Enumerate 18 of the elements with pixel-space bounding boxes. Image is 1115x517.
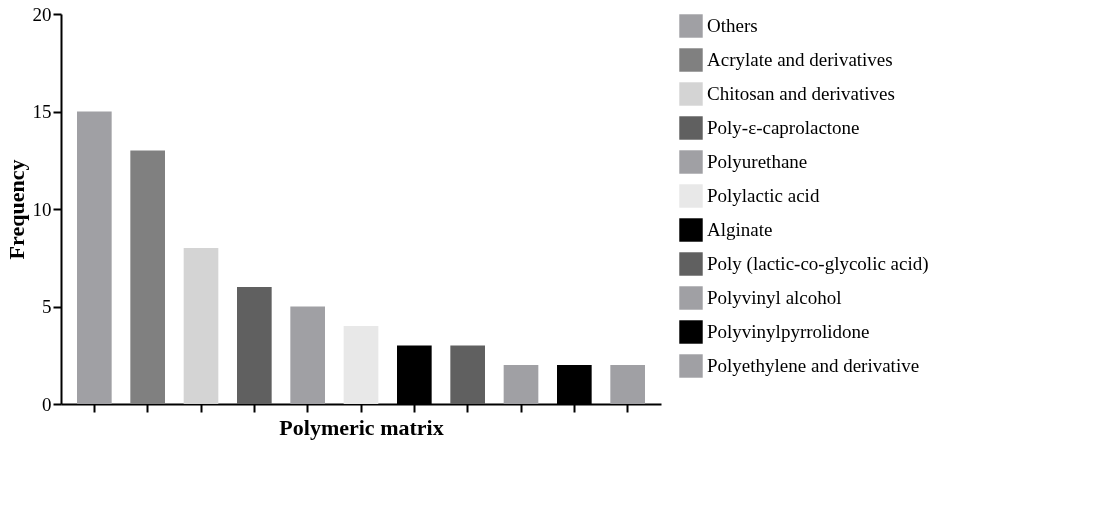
legend-label: Acrylate and derivatives [707, 49, 893, 70]
y-tick-label: 10 [32, 198, 52, 220]
legend-label: Polyvinyl alcohol [707, 287, 842, 308]
x-axis-title: Polymeric matrix [279, 414, 444, 440]
y-tick-label: 20 [32, 3, 52, 25]
legend-label: Polylactic acid [707, 185, 820, 206]
legend-label: Poly-ε-caprolactone [707, 117, 860, 138]
legend-label: Others [707, 15, 758, 36]
y-axis-title: Frequency [3, 159, 29, 260]
legend-label: Alginate [707, 219, 773, 240]
legend-label: Poly (lactic-co-glycolic acid) [707, 253, 929, 275]
legend-label: Chitosan and derivatives [707, 83, 895, 104]
y-tick-label: 0 [42, 393, 52, 415]
legend-label: Polyethylene and derivative [707, 355, 920, 376]
y-tick-label: 5 [42, 296, 52, 317]
y-tick-label: 15 [32, 101, 52, 122]
legend-label: Polyvinylpyrrolidone [707, 321, 870, 342]
legend-label: Polyurethane [707, 151, 808, 172]
